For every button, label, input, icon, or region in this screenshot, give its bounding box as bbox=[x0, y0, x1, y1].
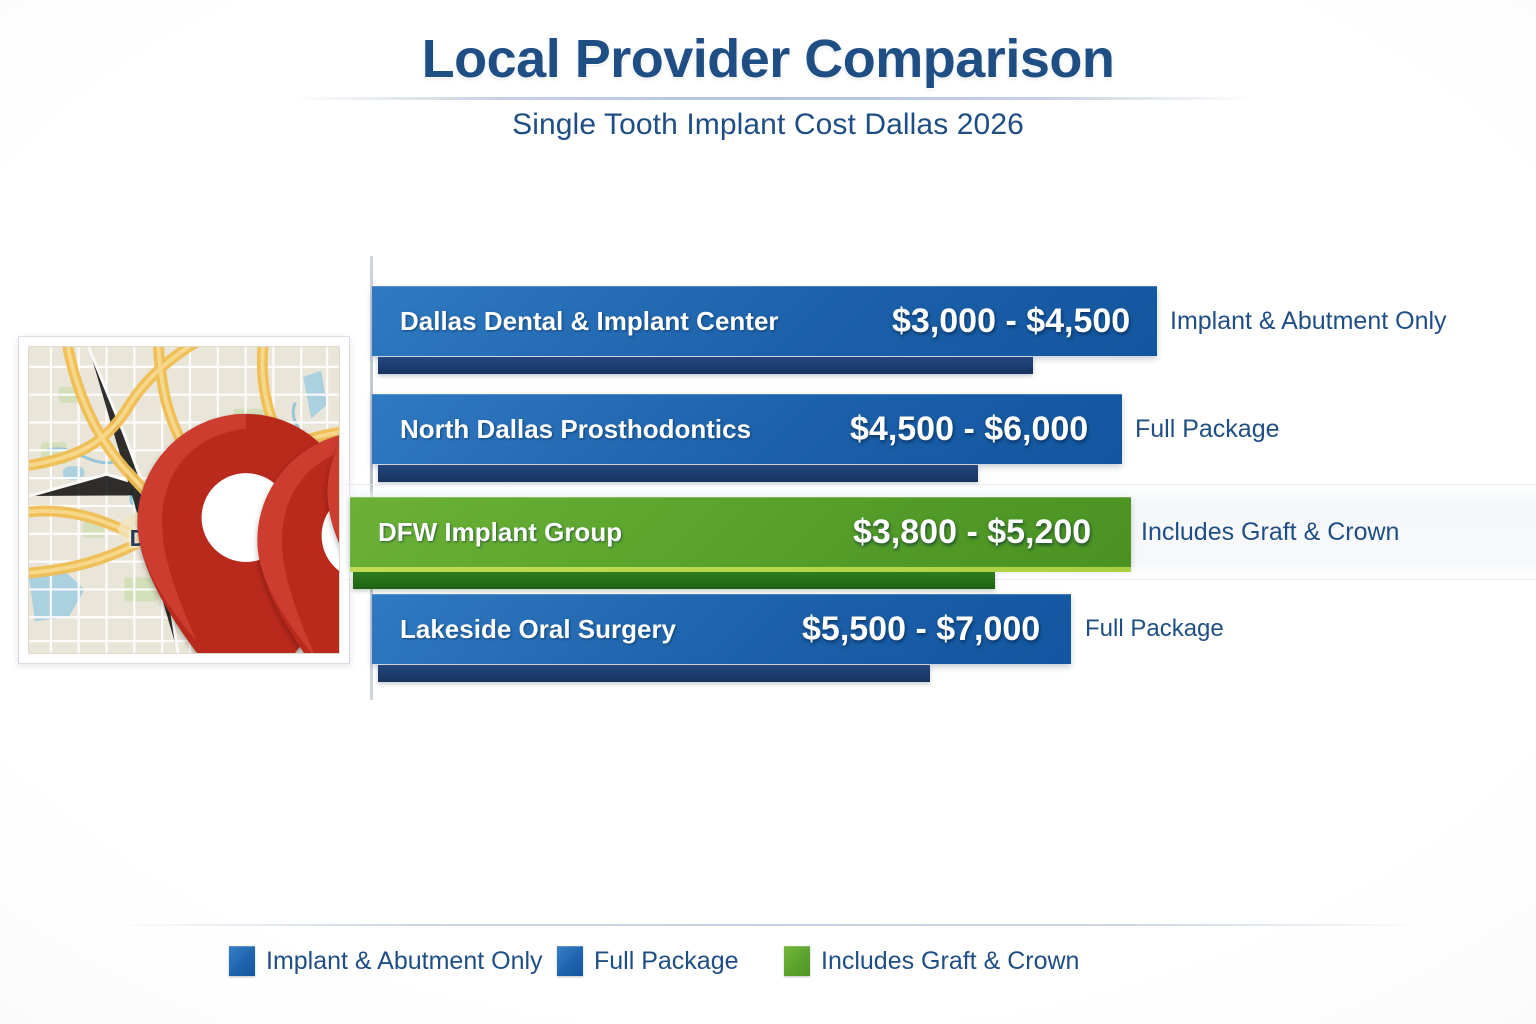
legend-swatch-icon bbox=[557, 946, 583, 976]
bar-provider-name: North Dallas Prosthodontics bbox=[400, 414, 752, 444]
map-inset[interactable]: DALLAS bbox=[18, 336, 350, 664]
bar-coverage-note: Includes Graft & Crown bbox=[1141, 518, 1400, 546]
bar-provider-name: Lakeside Oral Surgery bbox=[400, 614, 677, 644]
bar-coverage-note: Full Package bbox=[1085, 615, 1224, 642]
bar-base-shadow bbox=[378, 465, 978, 482]
bar-base-shadow bbox=[378, 665, 930, 682]
bar-row[interactable]: Dallas Dental & Implant Center $3,000 - $… bbox=[0, 273, 1536, 374]
bar-2[interactable]: North Dallas Prosthodontics $4,500 - $6,0… bbox=[372, 394, 1122, 464]
bar-price-range: $4,500 - $6,000 bbox=[850, 410, 1089, 448]
map-pin-icon[interactable] bbox=[281, 379, 340, 654]
bar-price-range: $3,000 - $4,500 bbox=[892, 302, 1131, 340]
legend-swatch-icon bbox=[229, 946, 255, 976]
bar-base-shadow bbox=[353, 572, 995, 589]
bar-price-range: $5,500 - $7,000 bbox=[802, 610, 1041, 648]
bar-3[interactable]: DFW Implant Group $3,800 - $5,200 bbox=[350, 497, 1131, 572]
legend-label: Full Package bbox=[594, 946, 739, 975]
title-divider bbox=[290, 97, 1255, 100]
chart-legend: Implant & Abutment Only Full Package Inclu… bbox=[0, 946, 1536, 986]
chart-axis-line bbox=[370, 256, 373, 700]
bar-price-range: $3,800 - $5,200 bbox=[853, 513, 1092, 551]
map-canvas[interactable]: DALLAS bbox=[28, 346, 340, 654]
page-title: Local Provider Comparison bbox=[421, 29, 1115, 89]
legend-item-2[interactable]: Full Package bbox=[557, 946, 739, 976]
legend-label: Implant & Abutment Only bbox=[266, 946, 543, 975]
legend-label: Includes Graft & Crown bbox=[821, 946, 1080, 975]
bar-base-shadow bbox=[378, 357, 1033, 374]
bar-coverage-note: Implant & Abutment Only bbox=[1170, 307, 1447, 335]
bar-provider-name: DFW Implant Group bbox=[378, 517, 623, 547]
bar-1[interactable]: Dallas Dental & Implant Center $3,000 - $… bbox=[372, 286, 1157, 356]
bar-row[interactable]: DFW Implant Group $3,800 - $5,200 Includes… bbox=[0, 484, 1536, 589]
bar-coverage-note: Full Package bbox=[1135, 415, 1280, 443]
bar-4[interactable]: Lakeside Oral Surgery $5,500 - $7,000 bbox=[372, 594, 1071, 664]
bar-row[interactable]: Lakeside Oral Surgery $5,500 - $7,000 Full… bbox=[0, 581, 1536, 682]
bar-provider-name: Dallas Dental & Implant Center bbox=[400, 306, 779, 336]
legend-divider bbox=[110, 924, 1430, 926]
legend-swatch-icon bbox=[784, 946, 810, 976]
bar-row[interactable]: North Dallas Prosthodontics $4,500 - $6,0… bbox=[0, 381, 1536, 482]
legend-item-1[interactable]: Implant & Abutment Only bbox=[229, 946, 543, 976]
legend-item-3[interactable]: Includes Graft & Crown bbox=[784, 946, 1079, 976]
page-subtitle: Single Tooth Implant Cost Dallas 2026 bbox=[512, 108, 1024, 141]
